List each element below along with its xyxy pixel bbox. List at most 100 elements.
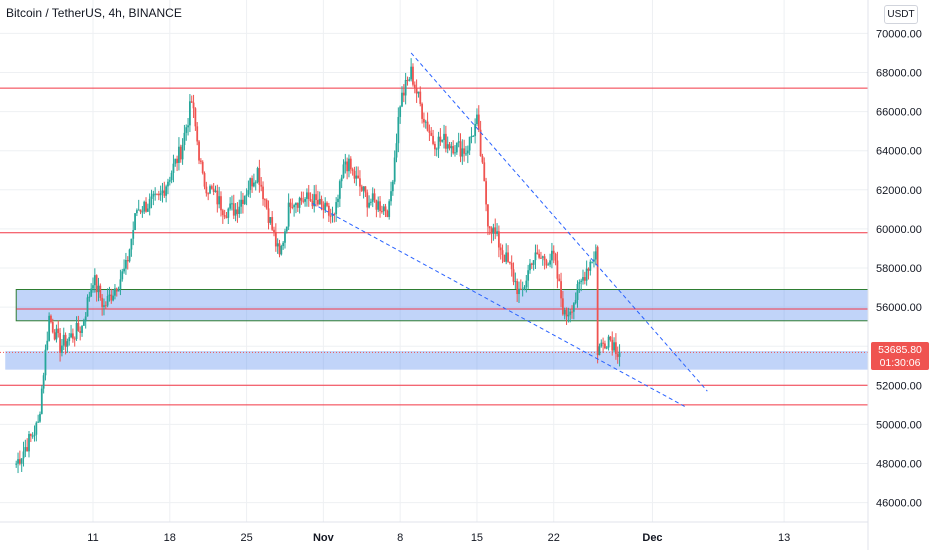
candle-body xyxy=(20,458,23,464)
candle-body xyxy=(139,209,142,212)
candle-body xyxy=(93,275,96,286)
candles-layer xyxy=(15,58,621,474)
candle-body xyxy=(329,215,332,217)
candle-body xyxy=(18,459,21,464)
candle-body xyxy=(146,208,149,212)
candle-body xyxy=(119,279,122,289)
candle-body xyxy=(322,204,325,211)
candle-body xyxy=(161,190,164,194)
candle-body xyxy=(490,228,493,234)
y-tick-label: 60000.00 xyxy=(876,224,922,236)
candle-body xyxy=(340,177,343,182)
candle-body xyxy=(534,252,537,261)
candle-body xyxy=(300,197,303,201)
candle-body xyxy=(561,298,564,315)
candle-body xyxy=(507,252,509,262)
candle-body xyxy=(212,188,215,192)
candle-body xyxy=(97,285,100,293)
candle-body xyxy=(505,252,508,262)
candle-body xyxy=(401,92,403,107)
x-tick-label: 15 xyxy=(471,532,483,544)
candle-body xyxy=(472,135,475,137)
candle-body xyxy=(426,121,429,131)
candle-body xyxy=(380,211,383,213)
candle-body xyxy=(249,178,252,191)
candle-body xyxy=(176,158,179,163)
candle-body xyxy=(183,132,186,146)
candle-body xyxy=(519,288,522,290)
candle-body xyxy=(44,349,47,376)
candle-body xyxy=(494,227,497,234)
candle-body xyxy=(128,249,131,262)
currency-button[interactable]: USDT xyxy=(884,5,918,24)
candle-body xyxy=(181,145,184,160)
candle-body xyxy=(251,178,253,187)
candle-body xyxy=(273,229,275,233)
candle-body xyxy=(499,247,502,251)
candle-body xyxy=(77,322,80,331)
candle-body xyxy=(68,337,71,342)
candle-body xyxy=(168,180,171,182)
candle-body xyxy=(567,314,570,317)
candle-body xyxy=(388,201,391,217)
candle-body xyxy=(125,259,127,269)
candle-body xyxy=(42,375,45,389)
candle-body xyxy=(156,193,158,195)
support-zone xyxy=(15,289,868,322)
candle-body xyxy=(510,262,513,270)
candle-body xyxy=(108,294,111,297)
candle-body xyxy=(512,269,515,282)
trendline xyxy=(312,203,686,408)
candle-body xyxy=(604,343,606,349)
candle-body xyxy=(242,199,244,204)
candle-body xyxy=(284,231,286,243)
candle-body xyxy=(609,336,612,340)
candle-body xyxy=(304,198,306,202)
candle-body xyxy=(497,231,500,248)
candle-body xyxy=(355,175,358,179)
candle-body xyxy=(554,253,557,261)
candle-body xyxy=(216,190,219,205)
candle-body xyxy=(327,205,330,216)
candle-body xyxy=(569,311,572,315)
candle-body xyxy=(291,206,294,208)
candle-body xyxy=(485,181,487,205)
candle-body xyxy=(556,260,559,279)
candle-body xyxy=(121,271,124,280)
candle-body xyxy=(454,152,456,154)
candle-body xyxy=(106,296,109,306)
grid-lines xyxy=(0,0,868,522)
candle-body xyxy=(15,463,18,465)
candle-body xyxy=(223,215,226,217)
candle-body xyxy=(455,142,458,153)
candle-body xyxy=(618,352,621,357)
candle-body xyxy=(221,210,224,216)
candle-body xyxy=(318,198,321,205)
candle-body xyxy=(362,186,365,191)
y-tick-label: 52000.00 xyxy=(876,380,922,392)
candle-body xyxy=(349,158,352,170)
candle-body xyxy=(86,297,89,317)
candle-body xyxy=(446,144,449,149)
candle-body xyxy=(278,243,281,255)
candle-body xyxy=(477,114,480,130)
candle-body xyxy=(157,194,160,196)
candle-body xyxy=(390,191,392,202)
candle-body xyxy=(59,333,61,353)
candle-body xyxy=(371,193,374,202)
candle-body xyxy=(293,205,296,208)
candle-body xyxy=(81,325,83,333)
candle-body xyxy=(70,333,72,338)
candle-body xyxy=(346,161,349,172)
chart-title: Bitcoin / TetherUS, 4h, BINANCE xyxy=(6,6,182,20)
candle-body xyxy=(53,332,56,340)
candle-body xyxy=(470,136,473,138)
candle-body xyxy=(313,194,316,207)
candle-body xyxy=(234,209,237,216)
candle-body xyxy=(404,79,407,96)
candle-body xyxy=(57,328,60,334)
candle-body xyxy=(366,192,369,208)
candle-body xyxy=(386,210,389,217)
candle-body xyxy=(373,193,376,201)
